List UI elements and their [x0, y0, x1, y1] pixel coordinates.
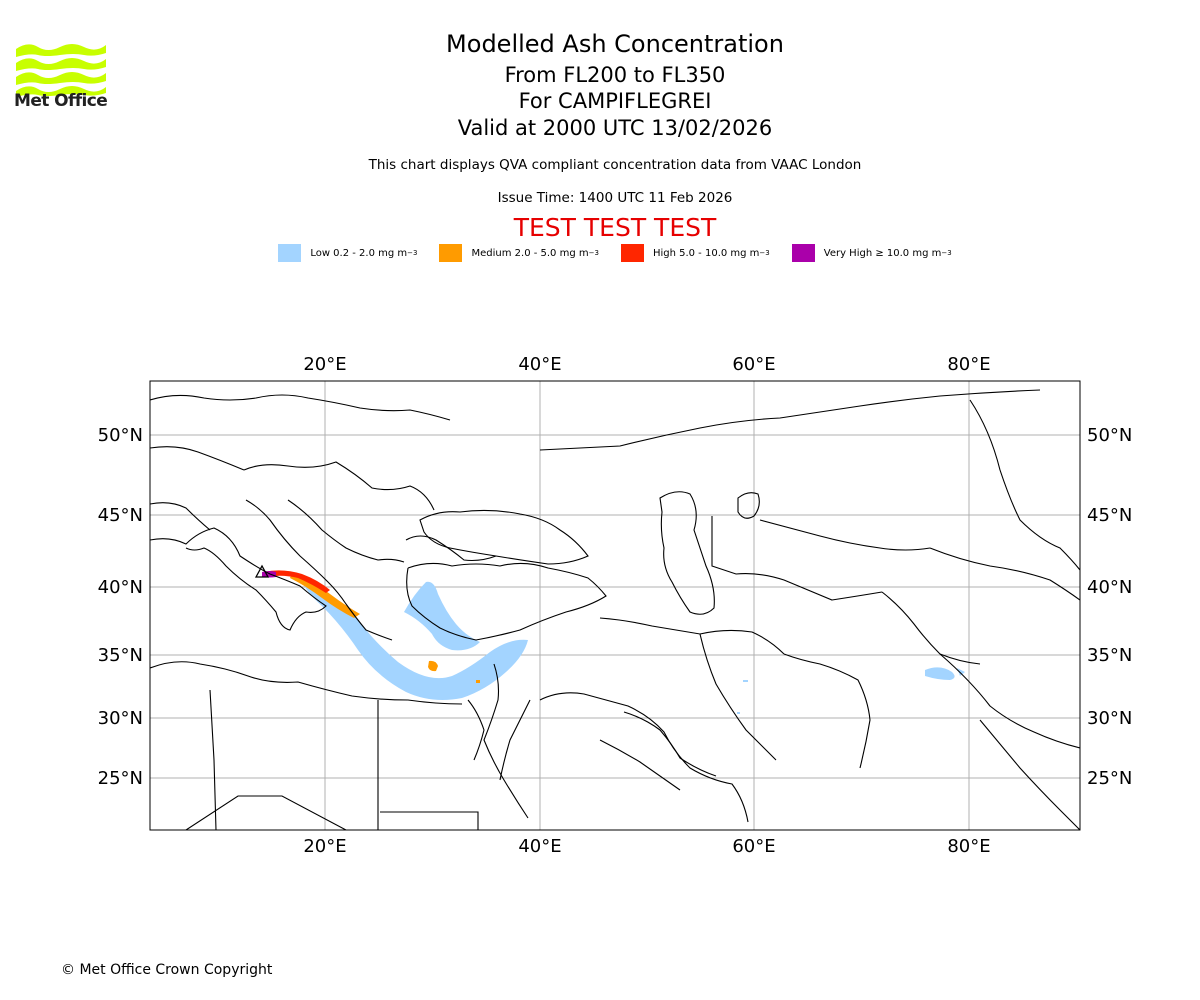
lon-tick-top-40: 40°E — [518, 354, 561, 375]
concentration-legend: Low 0.2 - 2.0 mg m −3 Medium 2.0 - 5.0 mg… — [0, 244, 1200, 262]
legend-label-high: High 5.0 - 10.0 mg m — [652, 247, 760, 259]
ash-medium-region — [290, 573, 480, 683]
lat-tick-right-30: 30°N — [1087, 708, 1132, 729]
lon-tick-top-80: 80°E — [947, 354, 990, 375]
legend-item-high: High 5.0 - 10.0 mg m −3 — [620, 244, 770, 262]
legend-item-low: Low 0.2 - 2.0 mg m −3 — [278, 244, 417, 262]
legend-label-medium: Medium 2.0 - 5.0 mg m — [471, 247, 589, 259]
legend-swatch-high — [620, 244, 644, 262]
ash-low-region — [300, 578, 965, 714]
legend-label-very-high: Very High ≥ 10.0 mg m — [823, 247, 942, 259]
lat-tick-left-40: 40°N — [98, 577, 143, 598]
map-gridlines — [150, 381, 1080, 830]
lon-tick-bottom-80: 80°E — [947, 836, 990, 857]
legend-item-very-high: Very High ≥ 10.0 mg m −3 — [791, 244, 952, 262]
volcano-name: For CAMPIFLEGREI — [518, 89, 712, 113]
map-frame — [149, 380, 1081, 831]
lat-tick-left-25: 25°N — [98, 768, 143, 789]
lon-tick-bottom-40: 40°E — [518, 836, 561, 857]
volcano-marker-icon — [254, 564, 270, 578]
lon-tick-top-20: 20°E — [303, 354, 346, 375]
test-banner: TEST TEST TEST — [513, 213, 717, 242]
lat-tick-right-25: 25°N — [1087, 768, 1132, 789]
lat-tick-right-50: 50°N — [1087, 425, 1132, 446]
lat-tick-left-50: 50°N — [98, 425, 143, 446]
lat-tick-left-45: 45°N — [98, 505, 143, 526]
lat-tick-right-45: 45°N — [1087, 505, 1132, 526]
qva-note: This chart displays QVA compliant concen… — [368, 157, 862, 173]
chart-title: Modelled Ash Concentration — [446, 30, 784, 58]
lat-tick-right-35: 35°N — [1087, 645, 1132, 666]
legend-swatch-medium — [439, 244, 463, 262]
legend-exp-medium: −3 — [588, 249, 599, 257]
issue-time: Issue Time: 1400 UTC 11 Feb 2026 — [497, 190, 733, 206]
legend-exp-high: −3 — [759, 249, 770, 257]
met-office-wordmark: Met Office — [14, 91, 108, 111]
legend-swatch-very-high — [791, 244, 815, 262]
lon-tick-bottom-20: 20°E — [303, 836, 346, 857]
legend-exp-very-high: −3 — [941, 249, 952, 257]
legend-item-medium: Medium 2.0 - 5.0 mg m −3 — [439, 244, 599, 262]
lat-tick-left-30: 30°N — [98, 708, 143, 729]
valid-time: Valid at 2000 UTC 13/02/2026 — [457, 116, 773, 140]
legend-swatch-low — [278, 244, 302, 262]
coastlines-borders — [150, 389, 1080, 830]
legend-label-low: Low 0.2 - 2.0 mg m — [310, 247, 408, 259]
lat-tick-left-35: 35°N — [98, 645, 143, 666]
lat-tick-right-40: 40°N — [1087, 577, 1132, 598]
flight-levels: From FL200 to FL350 — [504, 63, 726, 87]
met-office-logo-icon — [16, 44, 106, 97]
lon-tick-bottom-60: 60°E — [732, 836, 775, 857]
copyright-notice: © Met Office Crown Copyright — [61, 962, 273, 978]
lon-tick-top-60: 60°E — [732, 354, 775, 375]
legend-exp-low: −3 — [407, 249, 418, 257]
